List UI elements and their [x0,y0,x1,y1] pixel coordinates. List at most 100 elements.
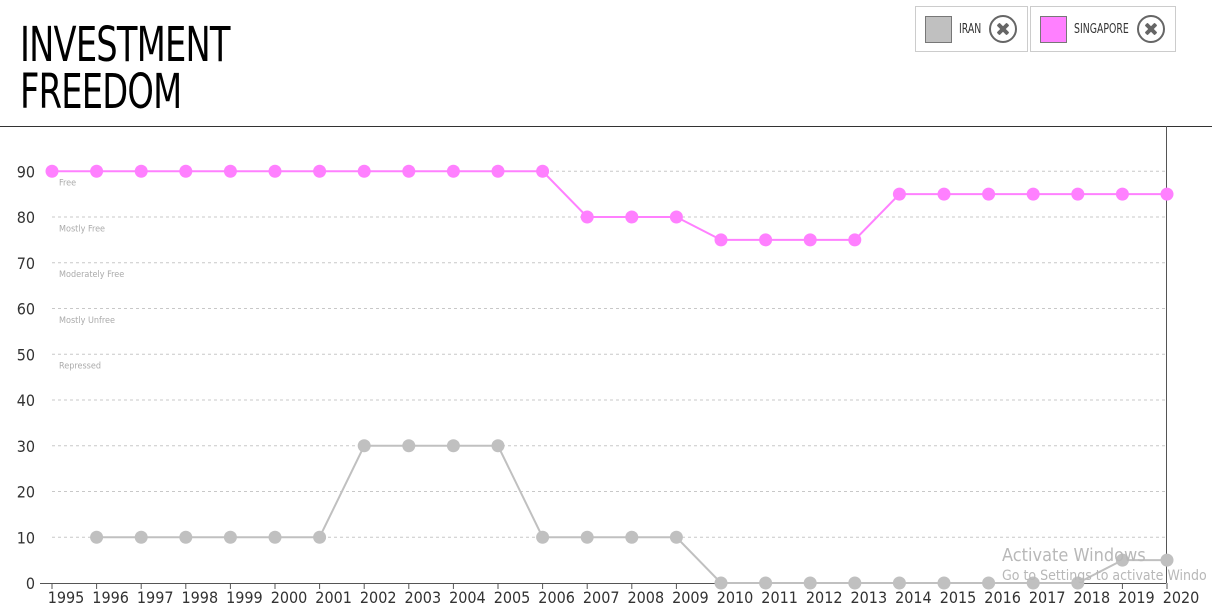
x-tick-label: 2006 [538,588,575,607]
legend-swatch-singapore [1040,16,1067,43]
data-point-singapore [1071,187,1085,201]
data-point-iran [580,530,594,544]
data-point-iran [179,530,193,544]
x-tick-label: 2004 [449,588,486,607]
data-point-singapore [134,164,148,178]
y-tick-label: 70 [17,254,35,273]
x-tick-label: 1996 [92,588,129,607]
x-tick-label: 1997 [137,588,174,607]
data-point-singapore [313,164,327,178]
y-tick-label: 20 [17,483,35,502]
chart-title: INVESTMENT FREEDOM [20,17,230,120]
category-band-label: Mostly Free [59,224,105,234]
data-point-singapore [45,164,59,178]
x-tick-label: 1995 [48,588,85,607]
legend-item-iran[interactable]: IRAN [915,6,1028,52]
data-point-singapore [669,210,683,224]
data-point-singapore [1026,187,1040,201]
x-tick-label: 2015 [940,588,977,607]
data-point-singapore [446,164,460,178]
close-icon[interactable] [989,15,1017,43]
x-tick-label: 2009 [672,588,709,607]
x-axis-ticks: 1995 1996 1997 1998 1999 2000 2001 2002 2003 2004… [48,583,1200,607]
x-tick-label: 2017 [1029,588,1066,607]
category-band-labels: Free Mostly Free Moderately Free Mostly Unf… [59,179,124,372]
y-tick-label: 40 [17,391,35,410]
data-point-iran [625,530,639,544]
y-tick-label: 10 [17,528,35,547]
data-point-iran [1026,576,1040,590]
data-point-iran [446,439,460,453]
data-point-iran [669,530,683,544]
x-tick-label: 2007 [583,588,620,607]
close-icon[interactable] [1137,15,1165,43]
y-tick-label: 50 [17,345,35,364]
data-point-iran [134,530,148,544]
series-line-singapore [52,170,1167,241]
category-band-label: Moderately Free [59,270,124,280]
data-point-iran [357,439,371,453]
x-tick-label: 2008 [627,588,664,607]
data-point-singapore [982,187,996,201]
data-point-iran [402,439,416,453]
data-point-iran [803,576,817,590]
y-axis-ticks: 0 10 20 30 40 50 60 70 80 90 [17,162,35,593]
x-tick-label: 2005 [494,588,531,607]
x-tick-label: 2001 [315,588,352,607]
x-tick-label: 2002 [360,588,397,607]
data-point-iran [848,576,862,590]
x-tick-label: 2012 [806,588,843,607]
category-band-label: Mostly Unfree [59,316,115,326]
data-point-singapore [625,210,639,224]
data-point-singapore [937,187,951,201]
category-band-label: Free [59,179,76,189]
legend-label-singapore: SINGAPORE [1074,22,1129,37]
y-tick-label: 0 [26,574,35,593]
data-point-iran [1115,553,1129,567]
x-tick-label: 1998 [181,588,218,607]
x-tick-label: 2010 [717,588,754,607]
data-point-iran [937,576,951,590]
x-tick-label: 2016 [984,588,1021,607]
data-point-singapore [892,187,906,201]
x-tick-label: 1999 [226,588,263,607]
data-point-iran [491,439,505,453]
x-tick-label: 2018 [1073,588,1110,607]
data-point-singapore [1160,187,1174,201]
data-point-singapore [179,164,193,178]
data-point-iran [90,530,104,544]
data-point-singapore [1115,187,1129,201]
data-point-singapore [268,164,282,178]
data-point-iran [892,576,906,590]
series-layer [45,164,1174,590]
data-point-iran [223,530,237,544]
data-point-singapore [536,164,550,178]
data-point-singapore [491,164,505,178]
data-point-singapore [357,164,371,178]
legend-swatch-iran [925,16,952,43]
series-line-iran [96,444,1167,584]
data-point-singapore [402,164,416,178]
x-tick-label: 2013 [850,588,887,607]
x-tick-label: 2011 [761,588,798,607]
data-point-iran [714,576,728,590]
legend-label-iran: IRAN [959,22,982,37]
y-tick-label: 90 [17,162,35,181]
chart-title-line-2: FREEDOM [20,64,182,120]
category-band-label: Repressed [59,362,101,372]
data-point-iran [759,576,773,590]
data-point-singapore [223,164,237,178]
y-tick-label: 80 [17,208,35,227]
x-tick-label: 2020 [1163,588,1200,607]
data-point-singapore [714,233,728,247]
data-point-iran [1160,553,1174,567]
data-point-iran [1071,576,1085,590]
data-point-singapore [580,210,594,224]
data-point-iran [268,530,282,544]
chart-title-line-1: INVESTMENT [20,17,230,73]
x-tick-label: 2000 [271,588,308,607]
data-point-iran [982,576,996,590]
grid-lines [52,170,1166,538]
legend-item-singapore[interactable]: SINGAPORE [1030,6,1176,52]
